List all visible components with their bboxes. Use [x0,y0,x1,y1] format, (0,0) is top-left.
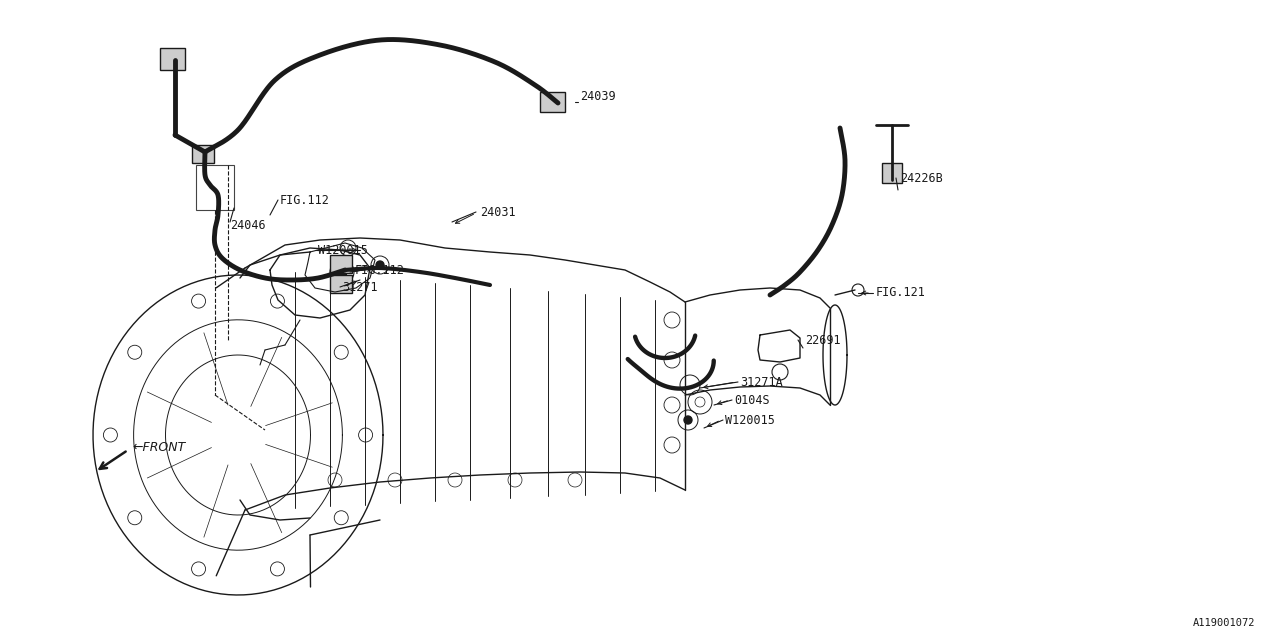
Bar [192,145,214,163]
Text: FIG.121: FIG.121 [876,285,925,298]
Text: 24046: 24046 [230,218,266,232]
Text: W120015: W120015 [724,413,774,426]
Bar [160,48,186,70]
Circle shape [337,267,347,277]
Text: FIG.112: FIG.112 [355,264,404,276]
Circle shape [684,416,692,424]
Text: 31271A: 31271A [740,376,783,388]
Text: 24226B: 24226B [900,172,943,184]
Text: A119001072: A119001072 [1193,618,1254,628]
Text: W120015: W120015 [317,243,367,257]
Text: 24031: 24031 [480,205,516,218]
Bar [196,165,234,210]
Bar [330,255,352,273]
Bar [540,92,564,112]
Text: 22691: 22691 [805,333,841,346]
Text: FIG.112: FIG.112 [280,193,330,207]
Bar [882,163,902,183]
Text: ←FRONT: ←FRONT [132,440,186,454]
Text: 31271: 31271 [342,280,378,294]
Text: 24039: 24039 [580,90,616,102]
Text: 0104S: 0104S [733,394,769,406]
Circle shape [376,261,384,269]
Bar [330,275,352,293]
